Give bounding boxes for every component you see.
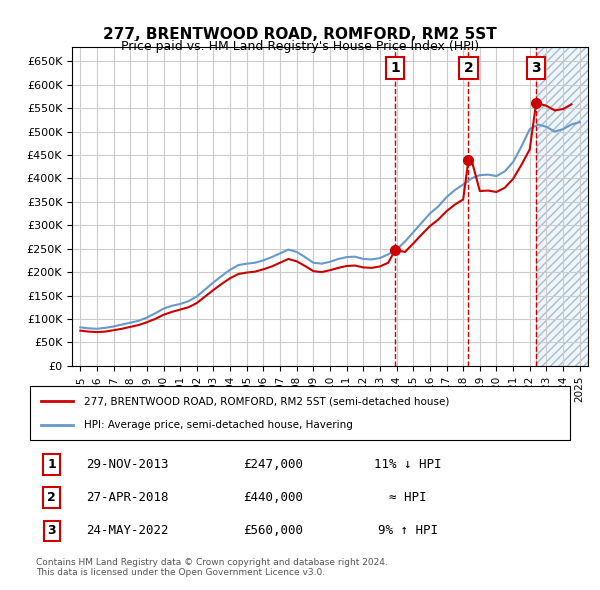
Text: 3: 3: [531, 61, 541, 76]
Text: 3: 3: [47, 525, 56, 537]
Text: 277, BRENTWOOD ROAD, ROMFORD, RM2 5ST (semi-detached house): 277, BRENTWOOD ROAD, ROMFORD, RM2 5ST (s…: [84, 396, 449, 407]
Text: 24-MAY-2022: 24-MAY-2022: [86, 525, 169, 537]
Text: 1: 1: [390, 61, 400, 76]
Text: ≈ HPI: ≈ HPI: [389, 491, 427, 504]
Text: HPI: Average price, semi-detached house, Havering: HPI: Average price, semi-detached house,…: [84, 419, 353, 430]
Text: £560,000: £560,000: [243, 525, 303, 537]
Text: 2: 2: [47, 491, 56, 504]
Text: 11% ↓ HPI: 11% ↓ HPI: [374, 458, 442, 471]
Text: 2: 2: [464, 61, 473, 76]
Text: £247,000: £247,000: [243, 458, 303, 471]
Text: £440,000: £440,000: [243, 491, 303, 504]
Text: 1: 1: [47, 458, 56, 471]
Text: Contains HM Land Registry data © Crown copyright and database right 2024.: Contains HM Land Registry data © Crown c…: [36, 558, 388, 566]
Text: 9% ↑ HPI: 9% ↑ HPI: [378, 525, 438, 537]
Text: 27-APR-2018: 27-APR-2018: [86, 491, 169, 504]
Text: 29-NOV-2013: 29-NOV-2013: [86, 458, 169, 471]
Text: 277, BRENTWOOD ROAD, ROMFORD, RM2 5ST: 277, BRENTWOOD ROAD, ROMFORD, RM2 5ST: [103, 27, 497, 41]
Text: This data is licensed under the Open Government Licence v3.0.: This data is licensed under the Open Gov…: [36, 568, 325, 576]
FancyBboxPatch shape: [30, 386, 570, 440]
Text: Price paid vs. HM Land Registry's House Price Index (HPI): Price paid vs. HM Land Registry's House …: [121, 40, 479, 53]
